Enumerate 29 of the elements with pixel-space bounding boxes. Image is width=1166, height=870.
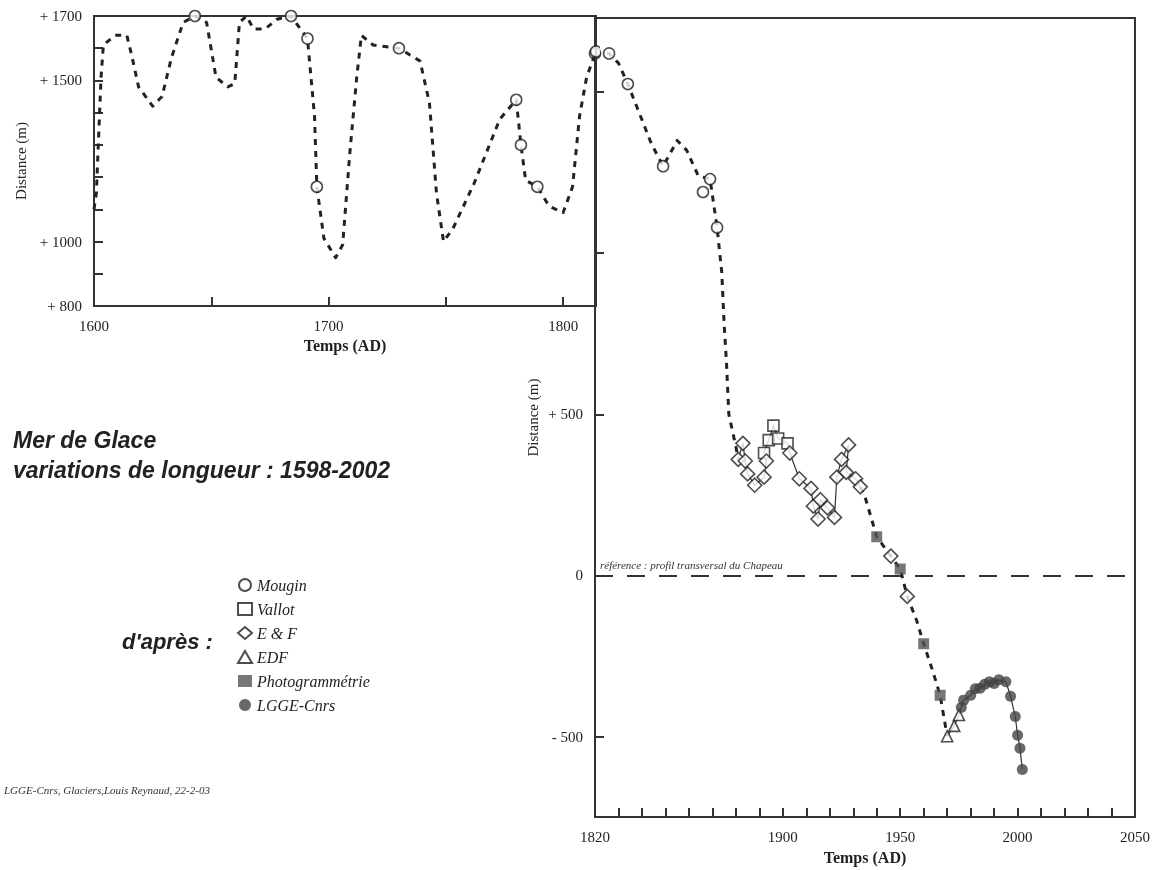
y-tick-label: - 500 (551, 728, 583, 745)
legend-title: d'après : (122, 628, 213, 654)
x-tick-label: 2050 (1120, 828, 1150, 845)
legend-label: E & F (256, 624, 298, 642)
x-tick-label: 1600 (79, 317, 109, 334)
text: Mer de Glace variations de longueur : 1598-2002 (13, 427, 391, 483)
y-tick-label: + 500 (548, 406, 583, 423)
text: LGGE-Cnrs, Glaciers,Louis Reynaud, 22-2-03 (3, 783, 211, 796)
legend-label: Photogrammétrie (256, 672, 370, 691)
x-axis-title: Temps (AD) (303, 337, 387, 356)
y-tick-label: 0 (575, 567, 583, 584)
x-axis-title: Temps (AD) (823, 848, 907, 867)
y-tick-label: + 1500 (39, 72, 82, 89)
y-axis-title: Distance (m) (524, 378, 542, 457)
x-tick-label: 1800 (548, 317, 579, 334)
x-tick-label: 1900 (767, 828, 798, 845)
x-tick-label: 2000 (1002, 828, 1033, 845)
x-tick-label: 1700 (313, 317, 344, 334)
x-tick-label: 1950 (885, 828, 916, 845)
legend-label: EDF (256, 648, 289, 666)
ref-line-label: référence : profil transversal du Chapeau (600, 558, 784, 571)
legend-label: LGGE-Cnrs (256, 696, 336, 714)
y-tick-label: + 1700 (39, 8, 82, 24)
legend-label: Mougin (256, 576, 307, 595)
y-tick-label: + 1000 (39, 233, 82, 250)
y-tick-label: + 800 (47, 298, 82, 314)
y-axis-title: Distance (m) (13, 122, 31, 200)
x-tick-label: 1820 (580, 828, 610, 845)
legend-label: Vallot (257, 600, 295, 618)
